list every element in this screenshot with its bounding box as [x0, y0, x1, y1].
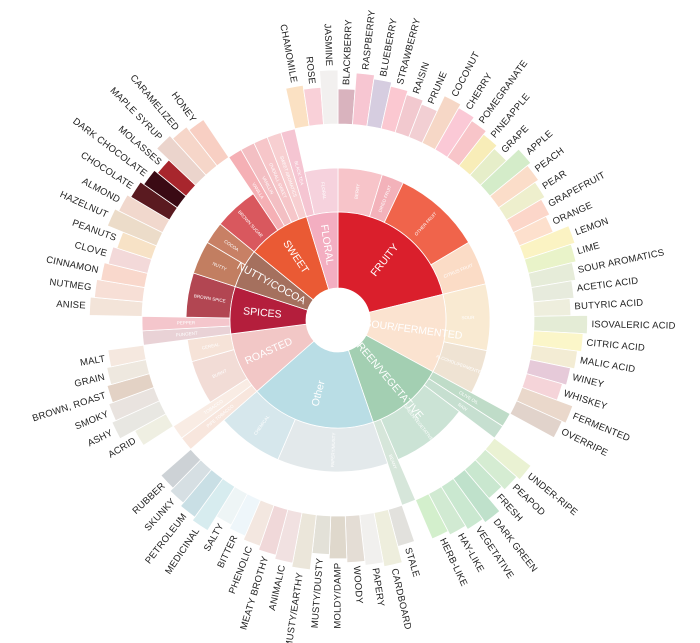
leaf-label-musty-earthy: MUSTY/EARTHY	[284, 571, 306, 643]
leaf-bar-butyric-acid	[532, 298, 572, 317]
leaf-label-lime: LIME	[576, 240, 601, 257]
leaf-label-blueberry: BLUEBERRY	[378, 17, 400, 78]
leaf-label-jasmine: JASMINE	[322, 23, 335, 66]
leaf-label-raisin: RAISIN	[411, 61, 432, 96]
flavor-other	[256, 340, 374, 429]
leaf-bar-jasmine	[319, 69, 339, 125]
sub-label-berry: BERRY	[354, 183, 361, 199]
leaf-label-raspberry: RASPBERRY	[360, 9, 378, 71]
sub-label-sour: SOUR	[461, 315, 475, 320]
leaf-label-citric-acid: CITRIC ACID	[586, 338, 645, 354]
leaf-label-chamomile: CHAMOMILE	[277, 23, 299, 83]
leaf-label-woody: WOODY	[351, 566, 365, 605]
leaf-label-acrid: ACRID	[106, 436, 138, 461]
leaf-label-nutmeg: NUTMEG	[49, 277, 92, 293]
leaf-label-malic-acid: MALIC ACID	[579, 355, 636, 375]
flavor-label-floral: FLORAL	[318, 224, 336, 266]
leaf-label-stale: STALE	[402, 546, 421, 578]
leaf-label-acetic-acid: ACETIC ACID	[576, 275, 639, 294]
sub-label-papery-musty: PAPERY/MUSTY	[330, 432, 336, 467]
sub-label-pepper: PEPPER	[177, 320, 196, 325]
leaf-label-lemon: LEMON	[574, 216, 610, 238]
sub-label-pungent: PUNGENT	[175, 330, 198, 337]
wheel-ring-inner	[229, 211, 447, 429]
sub-label-beany: BEANY	[388, 454, 398, 470]
leaf-label-blackberry: BLACKBERRY	[341, 19, 354, 86]
leaf-label-isovaleric-acid: ISOVALERIC ACID	[591, 319, 675, 332]
leaf-label-cinnamon: CINNAMON	[45, 254, 99, 276]
leaf-label-cardboard: CARDBOARD	[389, 567, 413, 630]
leaf-label-musty-dusty: MUSTY/DUSTY	[310, 557, 326, 628]
leaf-label-moldy-damp: MOLDY/DAMP	[333, 563, 344, 629]
sub-label-cereal: CEREAL	[201, 342, 220, 351]
leaf-label-animalic: ANIMALIC	[267, 564, 288, 612]
leaf-label-anise: ANISE	[56, 299, 86, 312]
wheel-ring-outer	[88, 69, 588, 571]
leaf-label-winey: WINEY	[571, 372, 605, 390]
leaf-label-ashy: ASHY	[86, 427, 115, 449]
leaf-label-grain: GRAIN	[73, 372, 106, 390]
sub-label-brown-spice: BROWN SPICE	[194, 293, 226, 303]
leaf-bar-moldy-damp	[328, 515, 348, 560]
flavor-label-spices: SPICES	[243, 305, 282, 320]
sub-label-floral: FLORAL	[320, 182, 327, 200]
leaf-label-clove: CLOVE	[73, 240, 108, 260]
wheel-ring-middle	[141, 128, 511, 506]
leaf-label-butyric-acid: BUTYRIC ACID	[574, 298, 643, 313]
wheel-center-hole	[306, 288, 370, 352]
leaf-label-papery: PAPERY	[370, 567, 387, 608]
sub-label-burnt: BURNT	[211, 368, 227, 379]
leaf-label-malt: MALT	[79, 354, 106, 369]
leaf-label-pear: PEAR	[541, 168, 569, 192]
leaf-label-rose: ROSE	[303, 56, 317, 85]
sub-label-nutty: NUTTY	[212, 261, 228, 272]
sub-label-black-tea: BLACK TEA	[294, 160, 305, 185]
sub-label-raw: RAW	[457, 402, 469, 412]
